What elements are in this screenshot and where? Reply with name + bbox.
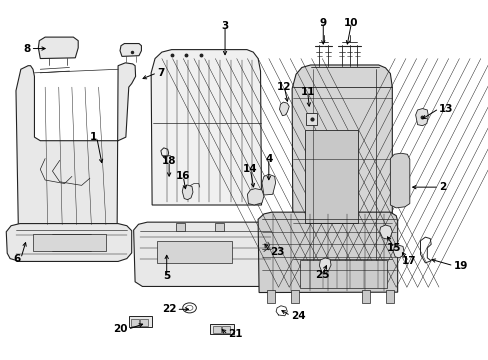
Bar xyxy=(212,326,220,333)
Bar xyxy=(386,290,393,303)
Polygon shape xyxy=(16,63,135,232)
Bar xyxy=(215,223,224,231)
Polygon shape xyxy=(379,225,391,239)
Text: 23: 23 xyxy=(269,247,284,257)
Text: 22: 22 xyxy=(162,304,176,314)
Text: 3: 3 xyxy=(221,21,228,31)
Polygon shape xyxy=(392,245,403,258)
Polygon shape xyxy=(319,258,330,274)
Text: 6: 6 xyxy=(14,253,21,264)
Polygon shape xyxy=(389,153,409,208)
Bar xyxy=(210,324,233,334)
Bar xyxy=(157,242,232,263)
Bar xyxy=(290,290,298,303)
Bar xyxy=(222,326,229,333)
Text: 11: 11 xyxy=(300,87,314,98)
Text: 9: 9 xyxy=(319,18,326,28)
Text: 7: 7 xyxy=(157,68,164,78)
Bar xyxy=(266,290,274,303)
Text: 15: 15 xyxy=(386,243,401,253)
Polygon shape xyxy=(120,44,141,57)
Text: 5: 5 xyxy=(163,271,170,282)
Text: 24: 24 xyxy=(290,311,305,321)
Polygon shape xyxy=(247,189,264,205)
Polygon shape xyxy=(151,50,261,205)
Text: 12: 12 xyxy=(277,82,291,92)
Bar xyxy=(299,260,386,288)
Text: 16: 16 xyxy=(176,171,190,181)
Text: 20: 20 xyxy=(113,324,127,334)
Text: 10: 10 xyxy=(344,18,358,28)
Bar xyxy=(131,319,139,326)
Text: 13: 13 xyxy=(438,104,452,113)
Text: 17: 17 xyxy=(401,256,415,266)
Text: 4: 4 xyxy=(264,154,272,163)
Text: 2: 2 xyxy=(438,182,446,192)
Bar xyxy=(362,290,369,303)
Text: 25: 25 xyxy=(314,270,329,280)
Bar xyxy=(305,130,357,223)
Polygon shape xyxy=(279,102,288,116)
Text: 8: 8 xyxy=(23,44,30,54)
Polygon shape xyxy=(415,109,427,126)
Text: 14: 14 xyxy=(243,164,257,174)
Text: 1: 1 xyxy=(89,132,97,142)
Bar xyxy=(305,113,317,125)
Text: 18: 18 xyxy=(162,157,176,166)
Polygon shape xyxy=(291,65,391,289)
Polygon shape xyxy=(262,174,275,195)
Polygon shape xyxy=(258,212,397,293)
Text: 21: 21 xyxy=(227,329,242,339)
Polygon shape xyxy=(6,224,131,261)
Bar xyxy=(140,319,148,326)
Bar xyxy=(128,316,152,327)
Polygon shape xyxy=(38,37,78,59)
Bar xyxy=(33,234,106,251)
Polygon shape xyxy=(182,185,193,200)
Polygon shape xyxy=(133,222,273,287)
Bar xyxy=(176,223,185,231)
Text: 19: 19 xyxy=(453,261,467,271)
